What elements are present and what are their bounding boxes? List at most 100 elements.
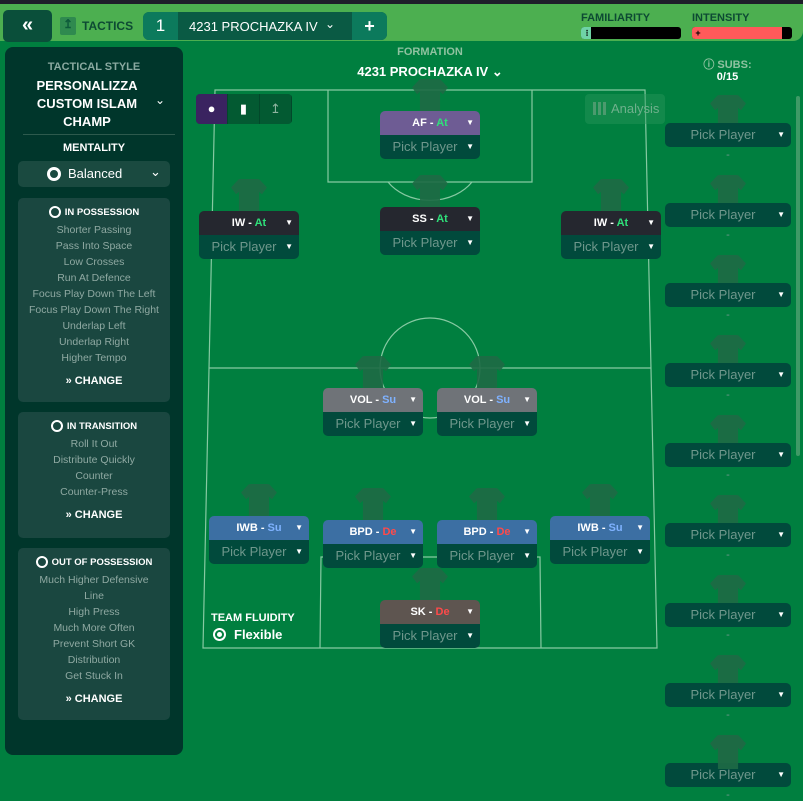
tactical-style-name[interactable]: PERSONALIZZA CUSTOM ISLAM CHAMP bbox=[36, 78, 138, 129]
pick-player-dropdown[interactable]: Pick Player ▼ bbox=[199, 235, 299, 259]
pick-player-dropdown[interactable]: Pick Player ▼ bbox=[665, 603, 791, 627]
position-card[interactable]: IW - At ▼ Pick Player ▼ bbox=[199, 211, 299, 259]
dropdown-arrow-icon[interactable]: ▼ bbox=[466, 214, 474, 223]
sub-slot[interactable]: Pick Player ▼ - bbox=[665, 123, 791, 161]
tactics-view-icon[interactable]: ↥ bbox=[260, 94, 292, 124]
dropdown-arrow-icon[interactable]: ▼ bbox=[466, 631, 474, 640]
familiarity-meter[interactable]: ⁝ bbox=[581, 27, 681, 39]
sub-slot[interactable]: Pick Player ▼ - bbox=[665, 523, 791, 561]
position-card[interactable]: BPD - De ▼ Pick Player ▼ bbox=[437, 520, 537, 568]
role-duty-selector[interactable]: VOL - Su ▼ bbox=[437, 388, 537, 412]
dropdown-arrow-icon[interactable]: ▼ bbox=[409, 551, 417, 560]
sub-slot[interactable]: Pick Player ▼ - bbox=[665, 603, 791, 641]
dropdown-arrow-icon[interactable]: ▼ bbox=[777, 690, 785, 699]
role-duty-selector[interactable]: BPD - De ▼ bbox=[323, 520, 423, 544]
team-fluidity-value[interactable]: Flexible bbox=[213, 627, 282, 642]
dropdown-arrow-icon[interactable]: ▼ bbox=[777, 530, 785, 539]
dropdown-arrow-icon[interactable]: ▼ bbox=[523, 395, 531, 404]
sub-slot[interactable]: Pick Player ▼ - bbox=[665, 203, 791, 241]
dropdown-arrow-icon[interactable]: ▼ bbox=[636, 523, 644, 532]
role-duty-selector[interactable]: IW - At ▼ bbox=[561, 211, 661, 235]
pick-player-dropdown[interactable]: Pick Player ▼ bbox=[665, 123, 791, 147]
chevron-down-icon[interactable]: ⌄ bbox=[325, 17, 336, 31]
scrollbar[interactable] bbox=[796, 96, 800, 456]
pick-player-dropdown[interactable]: Pick Player ▼ bbox=[665, 363, 791, 387]
formation-dropdown[interactable]: 4231 PROCHAZKA IV ⌄ bbox=[330, 64, 530, 80]
dropdown-arrow-icon[interactable]: ▼ bbox=[647, 218, 655, 227]
dropdown-arrow-icon[interactable]: ▼ bbox=[523, 419, 531, 428]
change-button[interactable]: » CHANGE bbox=[18, 509, 170, 521]
position-card[interactable]: BPD - De ▼ Pick Player ▼ bbox=[323, 520, 423, 568]
analysis-button[interactable]: Analysis bbox=[585, 94, 665, 124]
position-card[interactable]: IW - At ▼ Pick Player ▼ bbox=[561, 211, 661, 259]
dropdown-arrow-icon[interactable]: ▼ bbox=[777, 610, 785, 619]
dropdown-arrow-icon[interactable]: ▼ bbox=[409, 395, 417, 404]
dropdown-arrow-icon[interactable]: ▼ bbox=[466, 142, 474, 151]
pick-player-dropdown[interactable]: Pick Player ▼ bbox=[561, 235, 661, 259]
dropdown-arrow-icon[interactable]: ▼ bbox=[409, 527, 417, 536]
sub-slot[interactable]: Pick Player ▼ - bbox=[665, 283, 791, 321]
position-card[interactable]: AF - At ▼ Pick Player ▼ bbox=[380, 111, 480, 159]
sub-slot[interactable]: Pick Player ▼ - bbox=[665, 363, 791, 401]
position-card[interactable]: SS - At ▼ Pick Player ▼ bbox=[380, 207, 480, 255]
dropdown-arrow-icon[interactable]: ▼ bbox=[523, 527, 531, 536]
dropdown-arrow-icon[interactable]: ▼ bbox=[466, 118, 474, 127]
intensity-meter[interactable]: + bbox=[692, 27, 792, 39]
chevron-down-icon[interactable]: ⌄ bbox=[155, 93, 166, 107]
back-button[interactable]: « bbox=[3, 10, 52, 42]
pick-player-dropdown[interactable]: Pick Player ▼ bbox=[665, 523, 791, 547]
dropdown-arrow-icon[interactable]: ▼ bbox=[295, 523, 303, 532]
dropdown-arrow-icon[interactable]: ▼ bbox=[466, 238, 474, 247]
dropdown-arrow-icon[interactable]: ▼ bbox=[523, 551, 531, 560]
dropdown-arrow-icon[interactable]: ▼ bbox=[285, 218, 293, 227]
role-duty-selector[interactable]: IW - At ▼ bbox=[199, 211, 299, 235]
sub-slot[interactable]: Pick Player ▼ - bbox=[665, 683, 791, 721]
dropdown-arrow-icon[interactable]: ▼ bbox=[295, 547, 303, 556]
add-tactic-button[interactable]: + bbox=[352, 12, 387, 40]
dropdown-arrow-icon[interactable]: ▼ bbox=[777, 210, 785, 219]
role-duty-selector[interactable]: IWB - Su ▼ bbox=[550, 516, 650, 540]
sub-slot[interactable]: Pick Player ▼ - bbox=[665, 443, 791, 481]
tactic-name[interactable]: 4231 PROCHAZKA IV bbox=[189, 19, 318, 34]
dropdown-arrow-icon[interactable]: ▼ bbox=[777, 130, 785, 139]
mentality-dropdown[interactable]: Balanced ⌄ bbox=[18, 161, 170, 187]
pick-player-dropdown[interactable]: Pick Player ▼ bbox=[665, 283, 791, 307]
dropdown-arrow-icon[interactable]: ▼ bbox=[636, 547, 644, 556]
position-card[interactable]: IWB - Su ▼ Pick Player ▼ bbox=[550, 516, 650, 564]
pick-player-dropdown[interactable]: Pick Player ▼ bbox=[550, 540, 650, 564]
pick-player-dropdown[interactable]: Pick Player ▼ bbox=[380, 231, 480, 255]
player-view-icon[interactable]: ● bbox=[196, 94, 228, 124]
change-button[interactable]: » CHANGE bbox=[18, 375, 170, 387]
tactic-slot-number[interactable]: 1 bbox=[143, 12, 178, 40]
role-duty-selector[interactable]: VOL - Su ▼ bbox=[323, 388, 423, 412]
pick-player-dropdown[interactable]: Pick Player ▼ bbox=[209, 540, 309, 564]
dropdown-arrow-icon[interactable]: ▼ bbox=[777, 290, 785, 299]
role-duty-selector[interactable]: SS - At ▼ bbox=[380, 207, 480, 231]
dropdown-arrow-icon[interactable]: ▼ bbox=[466, 607, 474, 616]
dropdown-arrow-icon[interactable]: ▼ bbox=[647, 242, 655, 251]
pick-player-dropdown[interactable]: Pick Player ▼ bbox=[380, 135, 480, 159]
pick-player-dropdown[interactable]: Pick Player ▼ bbox=[323, 412, 423, 436]
position-card[interactable]: VOL - Su ▼ Pick Player ▼ bbox=[323, 388, 423, 436]
position-card[interactable]: VOL - Su ▼ Pick Player ▼ bbox=[437, 388, 537, 436]
pick-player-dropdown[interactable]: Pick Player ▼ bbox=[665, 443, 791, 467]
pick-player-dropdown[interactable]: Pick Player ▼ bbox=[665, 203, 791, 227]
pick-player-dropdown[interactable]: Pick Player ▼ bbox=[665, 683, 791, 707]
role-duty-selector[interactable]: IWB - Su ▼ bbox=[209, 516, 309, 540]
role-duty-selector[interactable]: AF - At ▼ bbox=[380, 111, 480, 135]
change-button[interactable]: » CHANGE bbox=[18, 693, 170, 705]
pick-player-dropdown[interactable]: Pick Player ▼ bbox=[323, 544, 423, 568]
pick-player-dropdown[interactable]: Pick Player ▼ bbox=[380, 624, 480, 648]
pick-player-dropdown[interactable]: Pick Player ▼ bbox=[437, 412, 537, 436]
tactic-selector[interactable]: 1 4231 PROCHAZKA IV ⌄ + bbox=[143, 12, 387, 40]
dropdown-arrow-icon[interactable]: ▼ bbox=[777, 370, 785, 379]
dropdown-arrow-icon[interactable]: ▼ bbox=[285, 242, 293, 251]
position-card[interactable]: SK - De ▼ Pick Player ▼ bbox=[380, 600, 480, 648]
role-duty-selector[interactable]: SK - De ▼ bbox=[380, 600, 480, 624]
dropdown-arrow-icon[interactable]: ▼ bbox=[409, 419, 417, 428]
dropdown-arrow-icon[interactable]: ▼ bbox=[777, 450, 785, 459]
dropdown-arrow-icon[interactable]: ▼ bbox=[777, 770, 785, 779]
bar-chart-icon[interactable]: ▮ bbox=[228, 94, 260, 124]
role-duty-selector[interactable]: BPD - De ▼ bbox=[437, 520, 537, 544]
position-card[interactable]: IWB - Su ▼ Pick Player ▼ bbox=[209, 516, 309, 564]
